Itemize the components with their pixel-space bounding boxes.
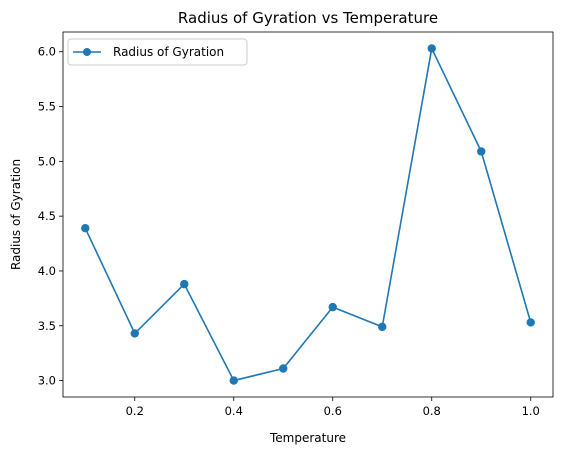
y-tick-label: 3.5 <box>38 319 56 333</box>
y-tick-label: 6.0 <box>38 45 56 59</box>
x-tick-label: 0.2 <box>126 404 144 418</box>
x-tick-label: 1.0 <box>522 404 540 418</box>
data-point <box>180 279 189 289</box>
y-axis-label: Radius of Gyration <box>9 159 23 270</box>
data-point <box>477 147 486 156</box>
x-axis-ticks: 0.2 0.4 0.6 0.8 1.0 <box>126 397 540 418</box>
x-tick-label: 0.6 <box>324 404 342 418</box>
data-point <box>378 322 387 332</box>
x-tick-label: 0.4 <box>225 404 243 418</box>
data-point <box>526 318 535 327</box>
data-point <box>130 329 139 338</box>
legend-marker-icon <box>83 48 91 56</box>
legend-box <box>67 38 248 66</box>
x-axis-label: Temperature <box>269 431 346 445</box>
y-axis-ticks: 3.0 3.5 4.0 4.5 5.0 5.5 6.0 <box>38 45 63 388</box>
chart-title: Radius of Gyration vs Temperature <box>178 9 438 27</box>
data-point <box>328 302 337 312</box>
series-line <box>84 47 532 382</box>
data-point <box>229 376 238 385</box>
y-tick-label: 5.5 <box>38 100 56 114</box>
plot-area <box>62 31 554 398</box>
series-layer <box>81 44 535 385</box>
data-point <box>81 224 90 233</box>
y-tick-label: 5.0 <box>38 154 56 168</box>
legend-label: Radius of Gyration <box>113 45 224 59</box>
legend: Radius of Gyration <box>67 38 248 66</box>
y-tick-label: 3.0 <box>38 374 56 388</box>
data-point <box>427 44 436 53</box>
data-point <box>279 364 288 373</box>
y-tick-label: 4.0 <box>38 264 56 278</box>
x-tick-label: 0.8 <box>423 404 441 418</box>
y-tick-label: 4.5 <box>38 209 56 223</box>
